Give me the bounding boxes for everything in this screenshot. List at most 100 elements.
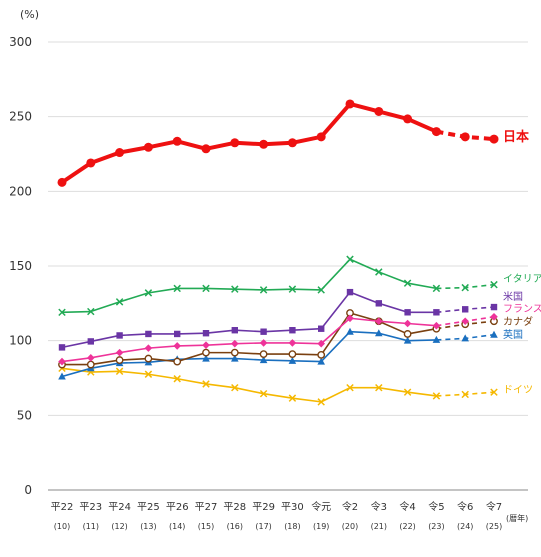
data-point [230,348,239,357]
data-point [115,148,125,158]
x-axis: 平22 (10) 平23 (11) 平24 (12) 平25 (13) 平26 (14) 平27 (1… [48,489,528,531]
x-tick-sublabel: (22) [399,522,415,531]
data-point [375,317,383,326]
x-tick-label: 平22 [51,502,74,513]
data-point [288,394,297,402]
series-2 [58,288,498,351]
series-label: フランス [503,303,541,315]
data-point [288,350,297,359]
series-6 [58,364,498,406]
series-label: ドイツ [503,385,533,396]
data-point [173,342,181,350]
data-point [346,314,354,323]
data-point [432,321,441,330]
x-tick-label: 令5 [428,500,444,513]
y-tick-label: 200 [9,184,32,198]
data-point [202,341,210,349]
data-point [403,114,413,124]
data-point [172,136,182,146]
x-tick-label: 平28 [223,502,246,513]
data-point [202,330,210,337]
data-point [231,327,238,334]
data-point [115,298,124,306]
series-line [60,101,438,185]
data-point [115,356,124,364]
data-point [231,285,239,293]
data-point [403,330,412,338]
data-point [317,398,325,406]
series-label: 米国 [503,290,523,303]
x-tick-sublabel: (25) [486,522,502,531]
data-point [144,370,153,378]
series-line [61,317,437,363]
x-tick-label: 令2 [342,500,358,513]
data-point [259,139,269,149]
data-point [404,309,411,316]
data-point [490,312,498,321]
x-tick-sublabel: (15) [198,522,214,531]
x-tick-sublabel: (17) [255,522,271,531]
data-point [346,255,354,264]
x-tick-label: 平30 [281,502,304,513]
x-tick-sublabel: (24) [457,522,473,531]
y-tick-label: 0 [24,483,32,497]
data-point [145,330,152,338]
series-0 [57,99,499,187]
data-point [87,354,95,362]
data-point [375,300,382,307]
data-point [432,335,441,343]
x-tick-label: 令4 [399,500,415,513]
series-line [61,367,437,403]
data-point [431,127,441,137]
x-tick-sublabel: (21) [371,522,387,531]
data-point [288,339,297,347]
data-point [259,286,268,294]
x-tick-sublabel: (12) [111,522,127,531]
y-tick-label: 100 [9,334,32,348]
data-point [346,383,354,392]
data-point [259,356,268,364]
data-point [460,132,470,142]
data-point [345,99,355,109]
data-point [317,339,325,348]
x-tick-sublabel: (14) [169,522,185,531]
data-point [116,332,123,339]
data-point [490,330,498,338]
data-point [461,390,469,399]
series-3 [58,312,498,366]
series-5 [58,327,498,380]
data-point [174,330,181,338]
data-point [462,306,469,313]
data-point [144,289,153,297]
data-point [202,354,210,362]
data-point [202,380,210,388]
data-point [259,350,268,359]
data-point [202,284,210,293]
x-tick-label: 平29 [252,502,275,513]
data-point [346,288,354,296]
data-point [58,344,66,351]
series-label: 日本 [503,129,529,145]
data-point [461,334,469,342]
x-tick-label: 平24 [108,502,131,513]
data-point [432,392,441,400]
data-point [202,348,210,357]
y-tick-label: 150 [9,259,32,273]
data-point [201,144,211,154]
data-point [58,372,66,380]
data-point [173,375,181,383]
data-point [317,350,326,359]
data-point [403,336,412,344]
data-point [86,360,95,369]
series-group [57,99,499,406]
data-point [318,325,325,332]
x-tick-label: 平25 [137,502,160,513]
data-point [374,106,384,116]
series-label: カナダ [503,315,533,328]
data-point [490,303,498,311]
series-4 [58,309,498,369]
series-line [62,312,437,366]
data-point [433,309,440,316]
